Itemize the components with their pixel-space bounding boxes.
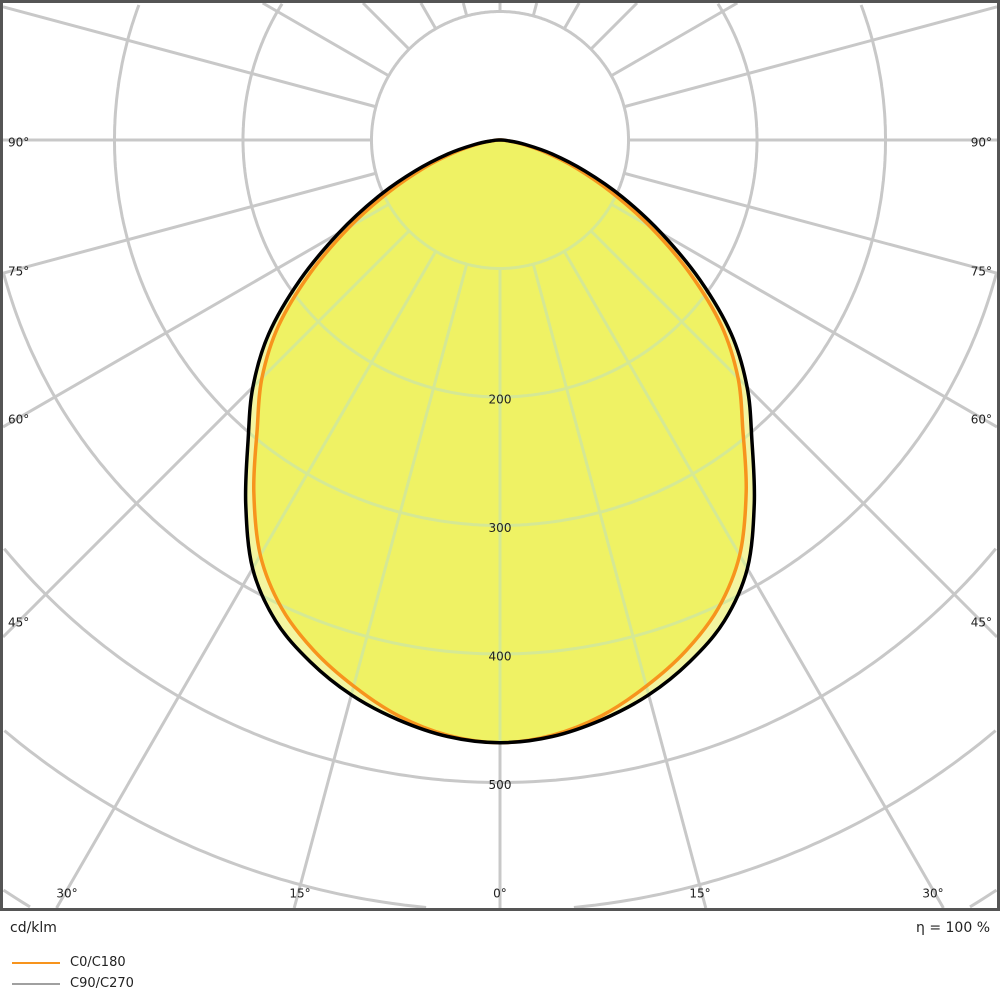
series-line-c90-c270	[243, 138, 757, 745]
grid-spoke-300	[2, 202, 390, 429]
angle-label-left-3: 45°	[8, 616, 29, 630]
radial-tick-label-200: 200	[489, 393, 512, 407]
grid-spoke-60	[610, 202, 998, 429]
grid-spoke-315	[245, 229, 411, 639]
angle-label-right-0: 90°	[971, 136, 992, 150]
grid-spoke-195	[461, 2, 469, 17]
angle-label-right-3: 45°	[971, 616, 992, 630]
grid-spoke-345	[292, 263, 469, 743]
legend-label-c90-c270: C90/C270	[70, 976, 134, 991]
angle-label-bottom-0: 30°	[56, 887, 77, 901]
legend-label-c0-c180: C0/C180	[70, 955, 126, 970]
grid-ring-500	[3, 547, 997, 784]
radial-tick-label-400: 400	[489, 650, 512, 664]
unit-label: cd/klm	[10, 920, 57, 936]
plot-frame	[0, 0, 1000, 911]
grid-spoke-120	[610, 1, 739, 78]
grid-spoke-105	[623, 5, 998, 109]
efficiency-label: η = 100 %	[916, 920, 990, 936]
grid-spoke-255	[2, 5, 377, 109]
legend-swatch-c90-c270	[12, 983, 60, 985]
plot-area	[1, 1, 999, 909]
grid-ring-700	[2, 888, 998, 909]
radial-tick-label-500: 500	[489, 778, 512, 792]
grid-spoke-45	[589, 229, 755, 639]
legend-swatch-c0-c180	[12, 962, 60, 964]
angle-label-bottom-2: 0°	[493, 887, 507, 901]
grid-ring-300	[245, 140, 755, 527]
angle-label-left-0: 90°	[8, 136, 29, 150]
grid-ring-400	[245, 272, 755, 656]
grid-spoke-165	[531, 2, 539, 17]
grid-spoke-285	[2, 171, 377, 275]
grid-spoke-15	[531, 263, 708, 743]
grid-ring-600	[3, 729, 997, 909]
grid-spoke-150	[562, 2, 581, 30]
grid-spoke-75	[623, 171, 998, 275]
grid-spoke-135	[589, 1, 639, 51]
grid-spoke-225	[361, 1, 411, 51]
angle-label-bottom-1: 15°	[289, 887, 310, 901]
angle-label-bottom-3: 15°	[689, 887, 710, 901]
angle-label-right-1: 75°	[971, 265, 992, 279]
angle-label-bottom-4: 30°	[922, 887, 943, 901]
grid-spoke-240	[261, 1, 390, 78]
grid-spoke-210	[419, 2, 438, 30]
radial-tick-label-300: 300	[489, 521, 512, 535]
angle-label-right-2: 60°	[971, 413, 992, 427]
angle-label-left-2: 60°	[8, 413, 29, 427]
angle-label-left-1: 75°	[8, 265, 29, 279]
